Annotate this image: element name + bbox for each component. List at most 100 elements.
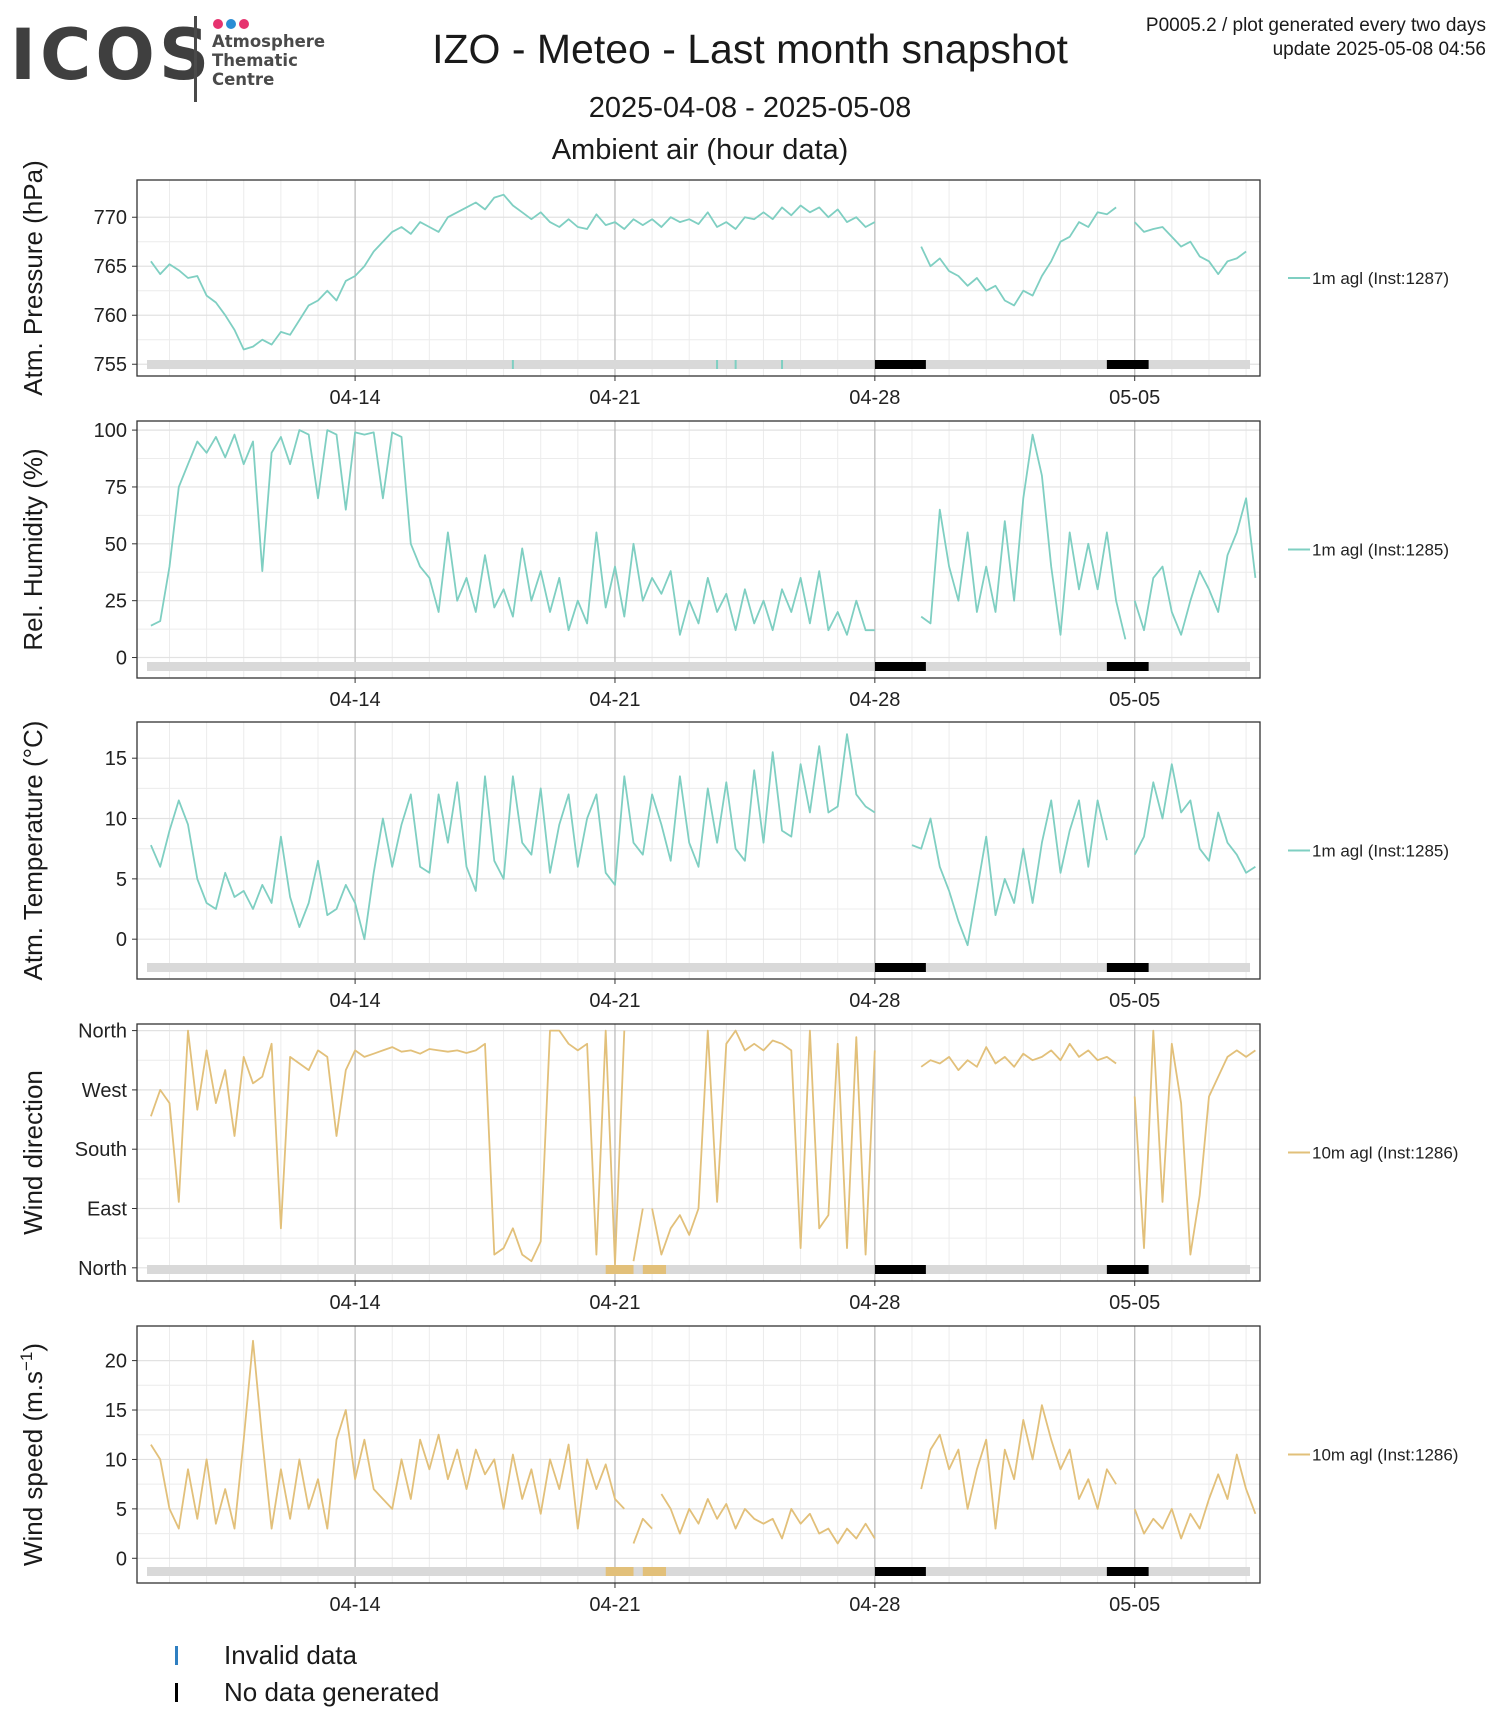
series-legend-label: 10m agl (Inst:1286) — [1312, 1144, 1458, 1163]
availability-band — [147, 360, 1250, 369]
plot-frame — [136, 1325, 1261, 1584]
y-tick-label: 5 — [116, 869, 127, 891]
logo-wordmark: ICOS — [10, 14, 214, 96]
panel-1: 755 760 765 770 04-14 04-21 04-28 05-05 1m agl (… — [18, 160, 1449, 409]
y-tick-label: South — [75, 1139, 127, 1161]
series-line — [1134, 221, 1247, 276]
y-axis-label-text: Atm. Temperature (°C) — [18, 721, 48, 981]
y-axis-label-text: Wind speed (m.s — [18, 1371, 48, 1566]
series-line — [920, 433, 1127, 640]
nodata-block — [1106, 1265, 1149, 1274]
logo-dots-icon — [213, 16, 252, 34]
availability-band — [147, 1265, 1250, 1274]
nodata-block — [1106, 963, 1149, 972]
series-legend-label: 10m agl (Inst:1286) — [1312, 1446, 1458, 1465]
series-line — [632, 1517, 653, 1544]
panel-3: 0 5 10 15 04-14 04-21 04-28 05-05 1m agl (Inst:1… — [18, 721, 1449, 1012]
invalid-data-swatch — [175, 1646, 178, 1665]
x-tick-label: 04-14 — [330, 1292, 381, 1314]
x-tick-label: 04-14 — [330, 990, 381, 1012]
series-line — [920, 1404, 1117, 1530]
page-title: IZO - Meteo - Last month snapshot — [432, 26, 1068, 72]
y-tick-label: 0 — [116, 929, 127, 951]
y-axis-label: Atm. Pressure (hPa) — [18, 160, 48, 396]
x-tick-label: 04-21 — [589, 1594, 640, 1616]
x-tick-label: 05-05 — [1109, 990, 1160, 1012]
x-tick-label: 04-14 — [330, 387, 381, 409]
y-axis-label: Wind speed (m.s−1) — [17, 1343, 48, 1566]
y-tick-label: 0 — [116, 648, 127, 670]
nodata-swatch — [175, 1683, 178, 1702]
y-axis-label-text: Rel. Humidity (%) — [18, 448, 48, 650]
y-axis-label-text: Wind direction — [18, 1070, 48, 1235]
series-line — [1133, 1453, 1257, 1540]
x-tick-label: 04-21 — [589, 1292, 640, 1314]
y-axis-label-sup: −1 — [17, 1352, 36, 1371]
y-tick-label: West — [82, 1080, 128, 1102]
x-tick-label: 05-05 — [1109, 689, 1160, 711]
y-tick-label: 5 — [116, 1499, 127, 1521]
plot-meta: P0005.2 / plot generated every two days … — [1146, 14, 1486, 62]
series-line — [1133, 1029, 1256, 1256]
x-tick-label: 04-28 — [849, 1292, 900, 1314]
nodata-block — [874, 963, 926, 972]
y-tick-label: 25 — [105, 591, 127, 613]
x-tick-label: 04-14 — [330, 689, 381, 711]
series-line — [1133, 497, 1257, 636]
x-tick-label: 04-14 — [330, 1594, 381, 1616]
y-tick-label: 10 — [105, 809, 127, 831]
series-line — [150, 1029, 626, 1266]
flag-block — [642, 1567, 667, 1576]
series-legend-label: 1m agl (Inst:1285) — [1312, 842, 1449, 861]
x-tick-label: 04-28 — [849, 1594, 900, 1616]
legend-invalid: Invalid data — [175, 1637, 439, 1674]
series-line — [150, 1339, 625, 1530]
y-tick-label: 75 — [105, 477, 127, 499]
panel-2: 0 25 50 75 100 04-14 04-21 04-28 05-05 1m agl (In… — [18, 420, 1449, 711]
plot-frame — [136, 179, 1261, 377]
plot-background — [137, 1024, 1260, 1281]
y-tick-label: 20 — [105, 1351, 127, 1373]
logo-line-3: Centre — [212, 70, 275, 89]
x-tick-label: 04-21 — [589, 689, 640, 711]
bottom-legend: Invalid data No data generated — [175, 1637, 439, 1711]
y-tick-label: North — [78, 1021, 127, 1043]
y-tick-label: East — [87, 1199, 127, 1221]
nodata-block — [874, 1265, 926, 1274]
nodata-block — [874, 360, 926, 369]
series-line — [920, 1042, 1117, 1071]
series-line — [1133, 763, 1256, 874]
series-line — [632, 1208, 644, 1262]
panel-5: 0 5 10 15 20 04-14 04-21 04-28 05-05 10m agl (Ins… — [17, 1325, 1458, 1616]
y-tick-label: 765 — [94, 256, 127, 278]
availability-band — [147, 1567, 1250, 1576]
y-tick-label: 0 — [116, 1548, 127, 1570]
availability-band — [147, 963, 1250, 972]
series-line — [911, 799, 1108, 947]
legend-nodata: No data generated — [175, 1674, 439, 1711]
legend-nodata-label: No data generated — [224, 1677, 440, 1707]
flag-block — [605, 1567, 634, 1576]
plot-background — [137, 421, 1260, 678]
y-axis-label: Atm. Temperature (°C) — [18, 721, 48, 981]
y-tick-label: 15 — [105, 748, 127, 770]
x-tick-label: 05-05 — [1109, 1594, 1160, 1616]
nodata-block — [874, 1567, 926, 1576]
y-tick-label: 760 — [94, 305, 127, 327]
x-tick-label: 05-05 — [1109, 387, 1160, 409]
section-title: Ambient air (hour data) — [551, 134, 849, 166]
x-tick-label: 04-21 — [589, 990, 640, 1012]
meta-line-2: update 2025-05-08 04:56 — [1272, 39, 1486, 60]
series-line — [660, 1493, 876, 1545]
y-axis-label: Rel. Humidity (%) — [18, 448, 48, 650]
y-tick-label: 100 — [94, 420, 127, 442]
legend-invalid-label: Invalid data — [224, 1640, 357, 1670]
x-tick-label: 04-28 — [849, 387, 900, 409]
y-axis-label-end: ) — [18, 1343, 48, 1352]
series-legend-label: 1m agl (Inst:1285) — [1312, 541, 1449, 560]
logo-line-2: Thematic — [212, 51, 298, 70]
plot-frame — [136, 420, 1261, 679]
y-axis-label: Wind direction — [18, 1070, 48, 1235]
flag-block — [642, 1265, 667, 1274]
